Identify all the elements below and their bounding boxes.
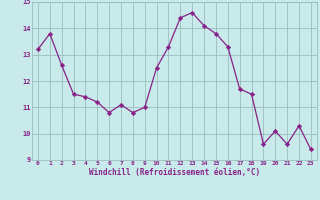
X-axis label: Windchill (Refroidissement éolien,°C): Windchill (Refroidissement éolien,°C) <box>89 168 260 177</box>
